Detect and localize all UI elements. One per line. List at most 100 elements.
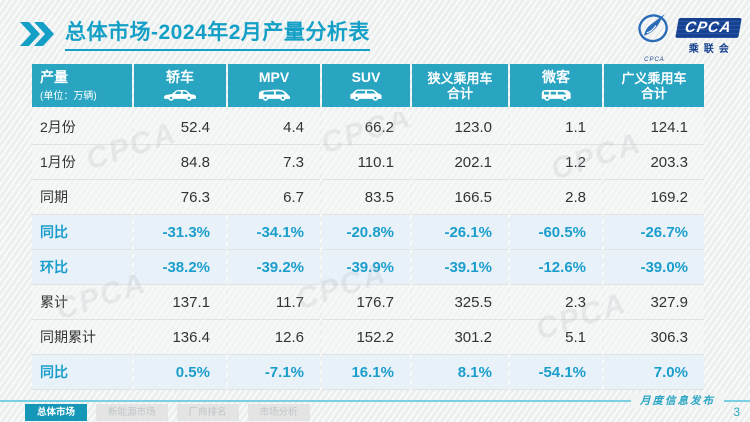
cell-value: 6.7 [228,180,320,215]
cell-value: 110.1 [322,145,410,180]
row-label: 环比 [32,250,132,285]
logo-brand: CPCA [675,18,742,38]
col-label: 轿车 [166,68,194,85]
footer-note: 月度信息发布 [631,393,724,408]
cell-value: 136.4 [134,320,226,355]
cell-value: 301.2 [412,320,508,355]
col-header-metric: 产量 (单位：万辆) [32,64,132,110]
microvan-icon [541,89,571,101]
cell-value: 1.1 [510,110,602,145]
cell-value: 325.5 [412,285,508,320]
cell-value: 5.1 [510,320,602,355]
cell-value: -39.0% [604,250,704,285]
table-row: 同期 76.3 6.7 83.5 166.5 2.8 169.2 [32,180,704,215]
tab-market-analysis[interactable]: 市场分析 [247,404,310,421]
cell-value: 7.3 [228,145,320,180]
cell-value: 152.2 [322,320,410,355]
sedan-icon [164,89,196,101]
col-label-line2: 合计 [640,85,667,101]
col-label: 狭义乘用车 [427,70,493,86]
cell-value: -12.6% [510,250,602,285]
row-label: 同比 [32,355,132,390]
tab-nev-market[interactable]: 新能源市场 [96,404,168,421]
cell-value: 2.8 [510,180,602,215]
cell-value: -54.1% [510,355,602,390]
cell-value: 2.3 [510,285,602,320]
corner-unit: (单位：万辆) [40,90,97,102]
cell-value: -26.1% [412,215,508,250]
cell-value: -26.7% [604,215,704,250]
cell-value: 327.9 [604,285,704,320]
cell-value: 4.4 [228,110,320,145]
tab-overall-market[interactable]: 总体市场 [25,404,88,421]
cell-value: 166.5 [412,180,508,215]
cell-value: -34.1% [228,215,320,250]
slide-header: 总体市场-2024年2月产量分析表 [20,16,370,51]
double-chevron-icon [20,21,54,46]
cell-value: 169.2 [604,180,704,215]
cell-value: 76.3 [134,180,226,215]
col-header-sedan: 轿车 [134,64,226,110]
cell-value: 12.6 [228,320,320,355]
page-number: 3 [733,405,740,419]
cell-value: 52.4 [134,110,226,145]
cell-value: 11.7 [228,285,320,320]
cell-value: 84.8 [134,145,226,180]
cell-value: 83.5 [322,180,410,215]
col-header-suv: SUV [322,64,410,110]
cell-value: 8.1% [412,355,508,390]
row-label: 同期 [32,180,132,215]
col-label-line2: 合计 [446,85,473,101]
footer-tab-bar: 总体市场 新能源市场 厂商排名 市场分析 [25,404,310,421]
row-label: 1月份 [32,145,132,180]
page-title: 总体市场-2024年2月产量分析表 [65,16,370,51]
col-header-mpv: MPV [228,64,320,110]
emblem-caption: CPCA [644,57,665,63]
cell-value: 7.0% [604,355,704,390]
cell-value: 124.1 [604,110,704,145]
cell-value: 16.1% [322,355,410,390]
table-row: 1月份 84.8 7.3 110.1 202.1 1.2 203.3 [32,145,704,180]
cell-value: 66.2 [322,110,410,145]
table-row: 同比 -31.3% -34.1% -20.8% -26.1% -60.5% -2… [32,215,704,250]
col-header-microvan: 微客 [510,64,602,110]
cell-value: 1.2 [510,145,602,180]
cell-value: -31.3% [134,215,226,250]
cell-value: -20.8% [322,215,410,250]
row-label: 2月份 [32,110,132,145]
cell-value: -38.2% [134,250,226,285]
col-header-broad-pv-total: 广义乘用车 合计 [604,64,704,110]
table-header-row: 产量 (单位：万辆) 轿车 MPV [32,64,704,110]
row-label: 同期累计 [32,320,132,355]
suv-icon [350,89,382,101]
row-label: 同比 [32,215,132,250]
cpca-emblem-icon [638,13,669,43]
cell-value: -39.1% [412,250,508,285]
cell-value: -60.5% [510,215,602,250]
col-label: SUV [351,68,381,85]
table-row: 累计 137.1 11.7 176.7 325.5 2.3 327.9 [32,285,704,320]
col-label: 微客 [542,68,570,85]
cell-value: 306.3 [604,320,704,355]
table-row: 2月份 52.4 4.4 66.2 123.0 1.1 124.1 [32,110,704,145]
row-label: 累计 [32,285,132,320]
col-header-narrow-pv-total: 狭义乘用车 合计 [412,64,508,110]
cell-value: 203.3 [604,145,704,180]
cell-value: -39.9% [322,250,410,285]
corner-title: 产量 [40,68,68,85]
table-row: 环比 -38.2% -39.2% -39.9% -39.1% -12.6% -3… [32,250,704,285]
col-label: MPV [258,68,290,85]
tab-oem-ranking[interactable]: 厂商排名 [176,404,239,421]
cell-value: 123.0 [412,110,508,145]
footer-divider-line [0,400,750,402]
cell-value: 202.1 [412,145,508,180]
production-table: 产量 (单位：万辆) 轿车 MPV [30,64,706,390]
cell-value: 0.5% [134,355,226,390]
table-row: 同比 0.5% -7.1% 16.1% 8.1% -54.1% 7.0% [32,355,704,390]
col-label: 广义乘用车 [621,70,687,86]
mpv-icon [258,89,290,101]
cell-value: 176.7 [322,285,410,320]
cell-value: 137.1 [134,285,226,320]
logo-brand-cn: 乘联会 [688,44,734,55]
